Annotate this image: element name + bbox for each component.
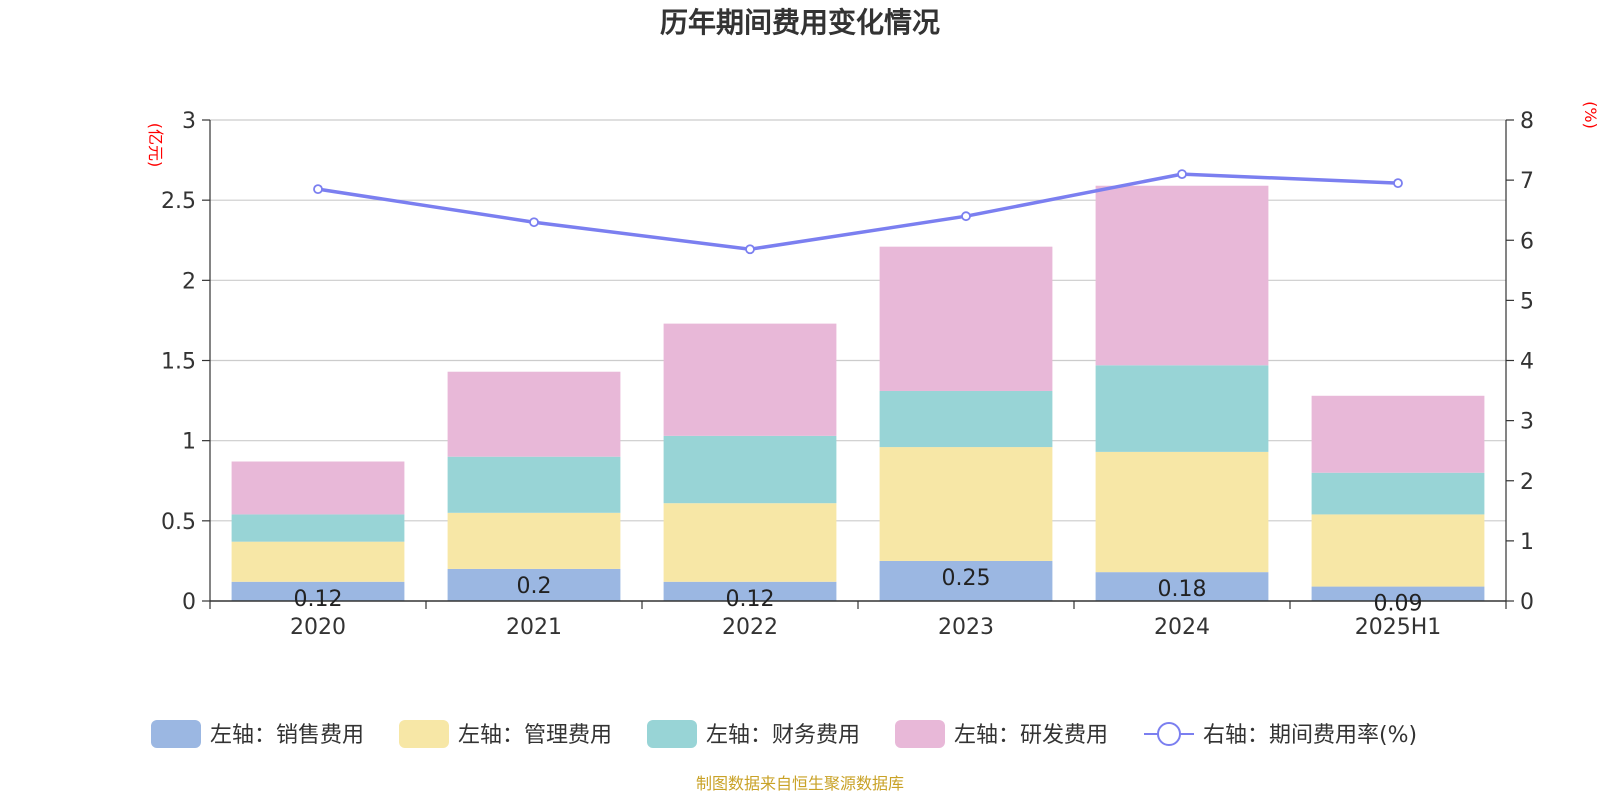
point-rate bbox=[745, 244, 755, 255]
point-rate bbox=[1177, 169, 1187, 180]
point-rate bbox=[313, 184, 323, 195]
rate-line bbox=[313, 169, 1403, 255]
legend-swatch-finance bbox=[647, 720, 697, 748]
x-tick-label: 2020 bbox=[290, 615, 346, 640]
bar-admin bbox=[447, 512, 621, 569]
bar-sales bbox=[1311, 586, 1485, 601]
left-tick-label: 1.5 bbox=[161, 350, 196, 375]
left-tick-label: 2.5 bbox=[161, 189, 196, 214]
x-tick-label: 2022 bbox=[722, 615, 778, 640]
bar-sales bbox=[447, 568, 621, 601]
bar-admin bbox=[879, 447, 1053, 561]
left-tick-label: 3 bbox=[182, 109, 196, 134]
left-axis-unit: (亿元) bbox=[146, 123, 165, 168]
bar-rnd bbox=[1095, 185, 1269, 366]
x-tick-label: 2024 bbox=[1154, 615, 1210, 640]
right-tick-label: 2 bbox=[1520, 470, 1534, 495]
x-tick-label: 2021 bbox=[506, 615, 562, 640]
data-label-sales: 0.12 bbox=[726, 587, 775, 612]
legend-swatch-admin bbox=[399, 720, 449, 748]
bar-finance bbox=[1311, 472, 1485, 515]
left-tick-label: 0 bbox=[182, 590, 196, 615]
bar-rnd bbox=[231, 461, 405, 515]
point-rate bbox=[529, 217, 539, 228]
legend-label-finance: 左轴：财务费用 bbox=[706, 723, 860, 748]
legend-label-admin: 左轴：管理费用 bbox=[458, 723, 612, 748]
bar-admin bbox=[1095, 451, 1269, 573]
right-tick-label: 0 bbox=[1520, 590, 1534, 615]
right-tick-label: 3 bbox=[1520, 410, 1534, 435]
legend[interactable]: 左轴：销售费用 左轴：管理费用 左轴：财务费用 左轴：研发费用 右轴：期间费用率(%) bbox=[151, 720, 1417, 748]
bar-sales bbox=[663, 581, 837, 601]
bar-rnd bbox=[447, 371, 621, 457]
data-label-sales: 0.09 bbox=[1374, 592, 1423, 617]
axes: 0 0.5 1 1.5 2 2.5 3 0 1 2 3 4 5 6 7 8 2020 2021 2022 2023 20… bbox=[161, 109, 1534, 640]
bar-finance bbox=[663, 435, 837, 504]
grid-lines bbox=[210, 119, 1506, 522]
data-label-sales: 0.25 bbox=[942, 566, 991, 591]
bar-sales bbox=[879, 560, 1053, 601]
bar-admin bbox=[663, 503, 837, 582]
bar-finance bbox=[447, 456, 621, 513]
bar-finance bbox=[1095, 365, 1269, 452]
legend-label-sales: 左轴：销售费用 bbox=[210, 723, 364, 748]
left-tick-label: 0.5 bbox=[161, 510, 196, 535]
data-label-sales: 0.2 bbox=[517, 574, 552, 599]
left-tick-label: 1 bbox=[182, 430, 196, 455]
legend-swatch-sales bbox=[151, 720, 201, 748]
bar-rnd bbox=[879, 246, 1053, 391]
x-tick-label: 2023 bbox=[938, 615, 994, 640]
right-tick-label: 8 bbox=[1520, 109, 1534, 134]
legend-swatch-rate bbox=[1157, 722, 1181, 746]
bar-rnd bbox=[1311, 395, 1485, 473]
point-rate bbox=[1393, 178, 1403, 189]
right-tick-label: 1 bbox=[1520, 530, 1534, 555]
bars bbox=[231, 185, 1485, 601]
right-tick-label: 7 bbox=[1520, 169, 1534, 194]
source-note: 制图数据来自恒生聚源数据库 bbox=[696, 774, 904, 793]
legend-swatch-rnd bbox=[895, 720, 945, 748]
legend-label-rnd: 左轴：研发费用 bbox=[954, 723, 1108, 748]
point-rate bbox=[961, 211, 971, 222]
bar-rnd bbox=[663, 323, 837, 436]
left-tick-label: 2 bbox=[182, 269, 196, 294]
line-rate bbox=[317, 172, 1399, 252]
data-label-sales: 0.18 bbox=[1158, 577, 1207, 602]
right-axis-unit: (%) bbox=[1581, 101, 1600, 129]
bar-finance bbox=[879, 390, 1053, 448]
bar-admin bbox=[1311, 514, 1485, 587]
data-labels: 0.12 0.2 0.12 0.25 0.18 0.09 bbox=[294, 566, 1423, 617]
data-label-sales: 0.12 bbox=[294, 587, 343, 612]
bar-finance bbox=[231, 514, 405, 542]
bar-admin bbox=[231, 541, 405, 582]
bar-sales bbox=[1095, 572, 1269, 601]
right-tick-label: 5 bbox=[1520, 289, 1534, 314]
x-tick-label: 2025H1 bbox=[1355, 615, 1442, 640]
bar-sales bbox=[231, 581, 405, 601]
chart-title: 历年期间费用变化情况 bbox=[660, 6, 940, 39]
legend-label-rate: 右轴：期间费用率(%) bbox=[1203, 723, 1417, 748]
right-tick-label: 4 bbox=[1520, 350, 1534, 375]
right-tick-label: 6 bbox=[1520, 229, 1534, 254]
